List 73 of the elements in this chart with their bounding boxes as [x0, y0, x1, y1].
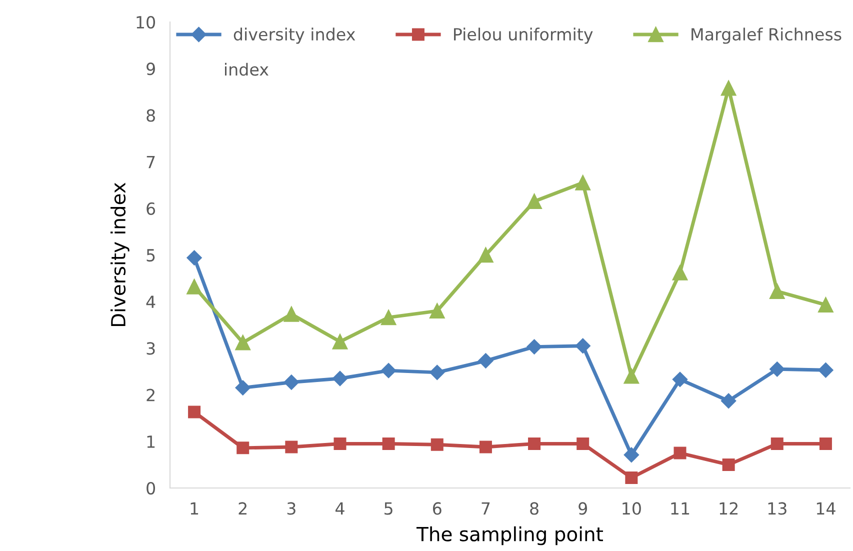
x-tick-label: 12 [720, 502, 738, 515]
point [818, 362, 834, 378]
y-tick-label: 8 [146, 109, 155, 122]
point [478, 247, 494, 263]
x-tick-label: 3 [287, 502, 296, 515]
point [526, 339, 542, 354]
x-tick-label: 9 [578, 502, 587, 515]
point [285, 440, 298, 454]
point [528, 437, 541, 450]
y-tick-label: 10 [136, 16, 156, 29]
y-tick-label: 1 [147, 436, 155, 448]
legend-label: diversity index [234, 28, 356, 44]
y-tick-label: 3 [146, 342, 155, 355]
point [575, 175, 590, 190]
x-tick-label: 4 [336, 502, 344, 515]
point [576, 437, 590, 450]
point [235, 380, 250, 396]
x-tick-label: 8 [530, 502, 538, 515]
x-tick-label: 6 [433, 502, 442, 515]
point [770, 362, 785, 377]
point [479, 440, 492, 454]
x-tick-label: 7 [482, 502, 490, 515]
x-tick-label: 14 [816, 502, 836, 515]
x-tick-label: 11 [671, 502, 690, 515]
point [722, 458, 735, 471]
point [332, 334, 348, 350]
y-tick-label: 4 [146, 296, 156, 308]
point [332, 370, 348, 386]
point [381, 363, 396, 378]
point [721, 393, 736, 408]
point [334, 437, 346, 450]
point [819, 437, 832, 450]
point [770, 284, 785, 299]
point [430, 438, 444, 451]
point [575, 338, 590, 354]
legend-label: Margalef Richness [692, 28, 842, 44]
y-tick-label: 5 [146, 249, 155, 262]
point [624, 368, 640, 384]
y-tick-label: 0 [146, 482, 156, 495]
y-tick-label: 7 [146, 156, 155, 168]
x-tick-label: 13 [768, 502, 786, 515]
point [188, 406, 201, 418]
point [284, 306, 300, 322]
y-tick-label: 9 [146, 62, 155, 76]
point [186, 250, 202, 266]
legend-label: Pielou uniformity [454, 28, 593, 44]
point [624, 447, 639, 462]
point [720, 80, 736, 96]
point [430, 364, 445, 380]
y-axis-title: Diversity index [110, 182, 130, 326]
point [235, 334, 250, 350]
x-tick-label: 1 [190, 502, 198, 515]
point [526, 194, 542, 210]
point [478, 353, 494, 368]
y-tick-label: 6 [146, 202, 156, 215]
point [625, 472, 638, 484]
x-tick-label: 10 [622, 502, 641, 515]
point [186, 279, 202, 294]
point [672, 265, 688, 280]
point [284, 374, 299, 390]
annotation: index [225, 62, 268, 76]
point [382, 437, 395, 450]
y-tick-label: 2 [146, 388, 154, 402]
x-axis-title: The sampling point [416, 526, 603, 546]
point [380, 310, 396, 326]
point [770, 437, 784, 450]
point [672, 372, 688, 387]
point [236, 442, 250, 454]
x-tick-label: 2 [238, 502, 246, 515]
point [818, 297, 834, 312]
point [674, 446, 686, 460]
point [430, 303, 445, 319]
x-tick-label: 5 [384, 502, 392, 515]
